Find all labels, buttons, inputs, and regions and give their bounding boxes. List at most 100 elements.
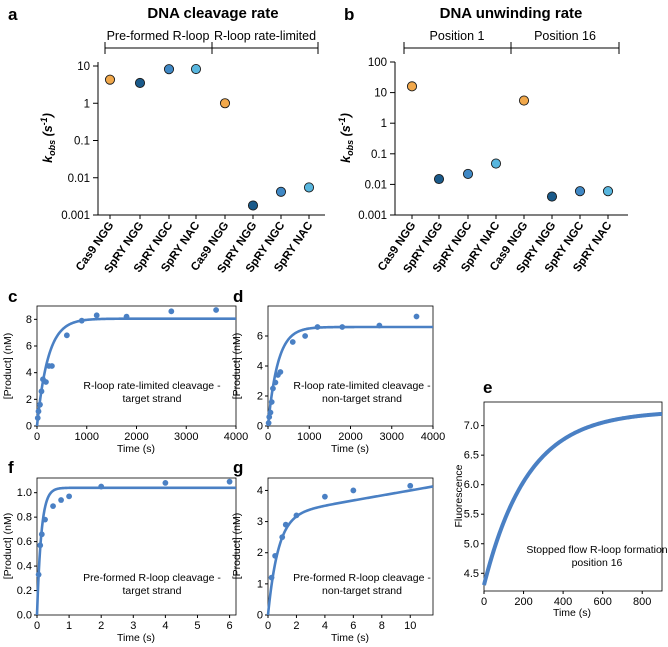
data-point [407,482,414,489]
y-tick-label: 8 [26,314,32,326]
data-point [49,363,55,369]
x-tick-label: 3000 [174,431,198,443]
x-tick-label: 2 [293,620,299,632]
y-ticks-b: 100 10 1 0.1 0.01 0.001 [358,57,395,222]
y-tick-label: 5.5 [464,509,479,521]
x-tick-label: 2000 [124,431,148,443]
x-ticks-e: 0 200 400 600 800 [481,591,651,608]
data-points-a [104,63,315,211]
panel-g-preformed-non-target: g 0 1 2 3 4 0 2 4 6 8 10 Pre-formed R-loop cleava… [231,458,434,644]
y-ticks-a: 10 1 0.1 0.01 0.001 [61,61,98,222]
data-point [602,186,614,197]
data-point [279,534,286,541]
panel-label-e: e [483,378,492,397]
data-points-f [35,478,233,578]
y-axis-label-a: kobs (s-1) [39,113,57,163]
data-point [268,399,275,405]
y-tick-label: 0.01 [365,179,387,191]
data-point [213,307,220,313]
y-tick-label: 4 [257,361,263,373]
x-tick-label: 3 [130,620,136,632]
y-tick-label: 6.5 [464,450,479,462]
data-point [282,521,289,528]
group-label-b-2: Position 16 [534,29,596,43]
data-point [35,571,42,578]
data-point [163,64,175,75]
data-point [34,415,41,421]
data-point [413,313,420,320]
annotation-f-line1: Pre-formed R-loop cleavage - [83,572,221,584]
chart-title-a: DNA cleavage rate [147,5,278,22]
panel-a-cleavage-rate: a DNA cleavage rate Pre-formed R-loop R-… [8,5,325,275]
y-tick-label: 10 [374,88,387,100]
x-tick-label: 400 [554,596,572,608]
data-point [63,332,70,339]
data-point [42,516,48,523]
data-point [406,81,418,92]
data-point [37,401,43,408]
data-point [219,98,231,109]
x-tick-label: 5 [194,620,200,632]
data-point [574,186,586,197]
x-axis-label-c: Time (s) [117,443,155,455]
y-tick-label: 1 [381,118,387,130]
y-tick-label: 0.01 [68,173,90,185]
annotation-c-line2: target strand [123,393,182,405]
y-tick-label: 0 [26,421,32,433]
data-point [376,322,383,329]
data-point [350,487,357,494]
x-tick-label: 0 [481,596,487,608]
data-point [272,552,279,559]
data-point [78,317,85,324]
chart-title-b: DNA unwinding rate [440,5,583,22]
annotation-g-line1: Pre-formed R-loop cleavage - [293,572,431,584]
panel-b-unwinding-rate: b DNA unwinding rate Position 1 Position… [337,5,628,275]
data-point [303,182,315,193]
data-point [104,74,116,85]
panel-label-a: a [8,5,18,24]
x-axis-label-e: Time (s) [553,607,591,619]
fit-curve-d [266,325,433,427]
x-ticks-f: 0 1 2 3 4 5 6 [34,615,233,632]
plot-frame-c [36,305,237,427]
data-point [38,388,45,395]
x-tick-label: 800 [633,596,651,608]
panel-f-preformed-target: f 0.0 0.2 0.4 0.6 0.8 1.0 0 1 2 3 4 5 6 Pre-formed … [2,458,237,644]
data-point [433,173,445,185]
data-point [134,77,146,89]
x-tick-label: 10 [404,620,416,632]
data-point [277,369,284,375]
data-point [50,503,56,510]
data-point [265,420,272,426]
x-tick-label: 8 [379,620,385,632]
data-point [98,483,105,490]
data-point [302,333,309,339]
y-axis-label-c: [Product] (nM) [2,333,14,400]
data-point [37,542,44,549]
data-point [162,479,169,486]
data-point [168,308,175,315]
data-points-b [406,81,614,202]
y-tick-label: 100 [368,57,387,69]
annotation-d-line1: R-loop rate-limited cleavage - [293,380,431,392]
panel-label-b: b [344,5,354,24]
x-ticks-c: 0 1000 2000 3000 4000 [34,426,248,443]
group-label-b-1: Position 1 [430,29,485,43]
data-points-d [265,313,420,426]
x-tick-label: 600 [593,596,611,608]
y-tick-label: 2 [257,547,263,559]
plot-frame-d [267,305,434,427]
y-tick-label: 7.0 [464,420,479,432]
y-tick-label: 4 [26,367,32,379]
y-ticks-f: 0.0 0.2 0.4 0.6 0.8 1.0 [17,487,37,622]
x-axis-label-f: Time (s) [117,632,155,644]
panel-label-g: g [233,458,243,477]
annotation-f-line2: target strand [123,585,182,597]
data-point [546,191,558,202]
data-point [272,379,279,386]
y-tick-label: 6.0 [464,479,479,491]
data-point [268,574,275,581]
data-point [35,408,42,415]
